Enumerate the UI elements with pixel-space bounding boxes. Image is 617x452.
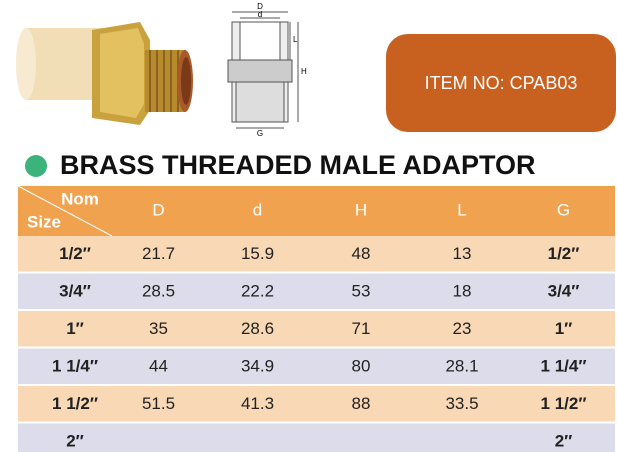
size-cell: 1″ xyxy=(66,319,84,338)
table-cell: 71 xyxy=(352,319,371,338)
table-cell: 23 xyxy=(453,319,472,338)
table-cell: 88 xyxy=(352,394,371,413)
table-cell: 13 xyxy=(453,244,472,263)
drawing-label: d xyxy=(258,10,262,19)
table-cell: 41.3 xyxy=(241,394,274,413)
item-number: ITEM NO: CPAB03 xyxy=(425,73,578,93)
table-cell: 35 xyxy=(149,319,168,338)
table-cell: 2″ xyxy=(555,432,573,451)
drawing-label: H xyxy=(301,67,307,76)
table-cell: 34.9 xyxy=(241,357,274,376)
size-cell: 2″ xyxy=(66,432,84,451)
table-row xyxy=(18,236,615,272)
item-box xyxy=(386,34,616,132)
header-row xyxy=(18,186,615,236)
table-cell: 21.7 xyxy=(142,244,175,263)
title: BRASS THREADED MALE ADAPTOR xyxy=(60,150,536,180)
table-cell: 1/2″ xyxy=(548,244,580,263)
table-cell: 28.5 xyxy=(142,282,175,301)
table-row xyxy=(18,273,615,309)
size-cell: 3/4″ xyxy=(59,282,91,301)
size-cell: 1 1/4″ xyxy=(52,357,98,376)
table-cell: 28.6 xyxy=(241,319,274,338)
header-cell: D xyxy=(152,200,164,219)
size-cell: 1/2″ xyxy=(59,244,91,263)
table-cell: 1 1/2″ xyxy=(541,394,587,413)
table-cell: 18 xyxy=(453,282,472,301)
title-bullet xyxy=(25,155,47,177)
table-cell: 80 xyxy=(352,357,371,376)
table-cell: 51.5 xyxy=(142,394,175,413)
drawing-label: G xyxy=(257,129,263,138)
technical-drawing xyxy=(227,11,299,129)
table-cell: 28.1 xyxy=(445,357,478,376)
table-cell: 44 xyxy=(149,357,168,376)
drawing-label: D xyxy=(257,2,263,11)
table-row xyxy=(18,311,615,347)
table-cell: 15.9 xyxy=(241,244,274,263)
header-diagonal xyxy=(17,185,113,237)
size-cell: 1 1/2″ xyxy=(52,394,98,413)
header-nom: Nom xyxy=(61,189,99,208)
table-cell: 53 xyxy=(352,282,371,301)
header-size: Size xyxy=(27,212,61,231)
header-cell: H xyxy=(355,200,367,219)
table-cell: 48 xyxy=(352,244,371,263)
table-cell: 3/4″ xyxy=(548,282,580,301)
drawing-label: L xyxy=(293,35,298,44)
table-cell: 22.2 xyxy=(241,282,274,301)
table-row xyxy=(18,348,615,384)
table-cell: 1 1/4″ xyxy=(541,357,587,376)
table-cell: 33.5 xyxy=(445,394,478,413)
table-row xyxy=(18,423,615,452)
table-row xyxy=(18,386,615,422)
header-cell: L xyxy=(457,200,466,219)
table-cell: 1″ xyxy=(555,319,573,338)
header-cell: G xyxy=(557,200,570,219)
product-photo xyxy=(16,22,193,125)
header-cell: d xyxy=(253,200,262,219)
